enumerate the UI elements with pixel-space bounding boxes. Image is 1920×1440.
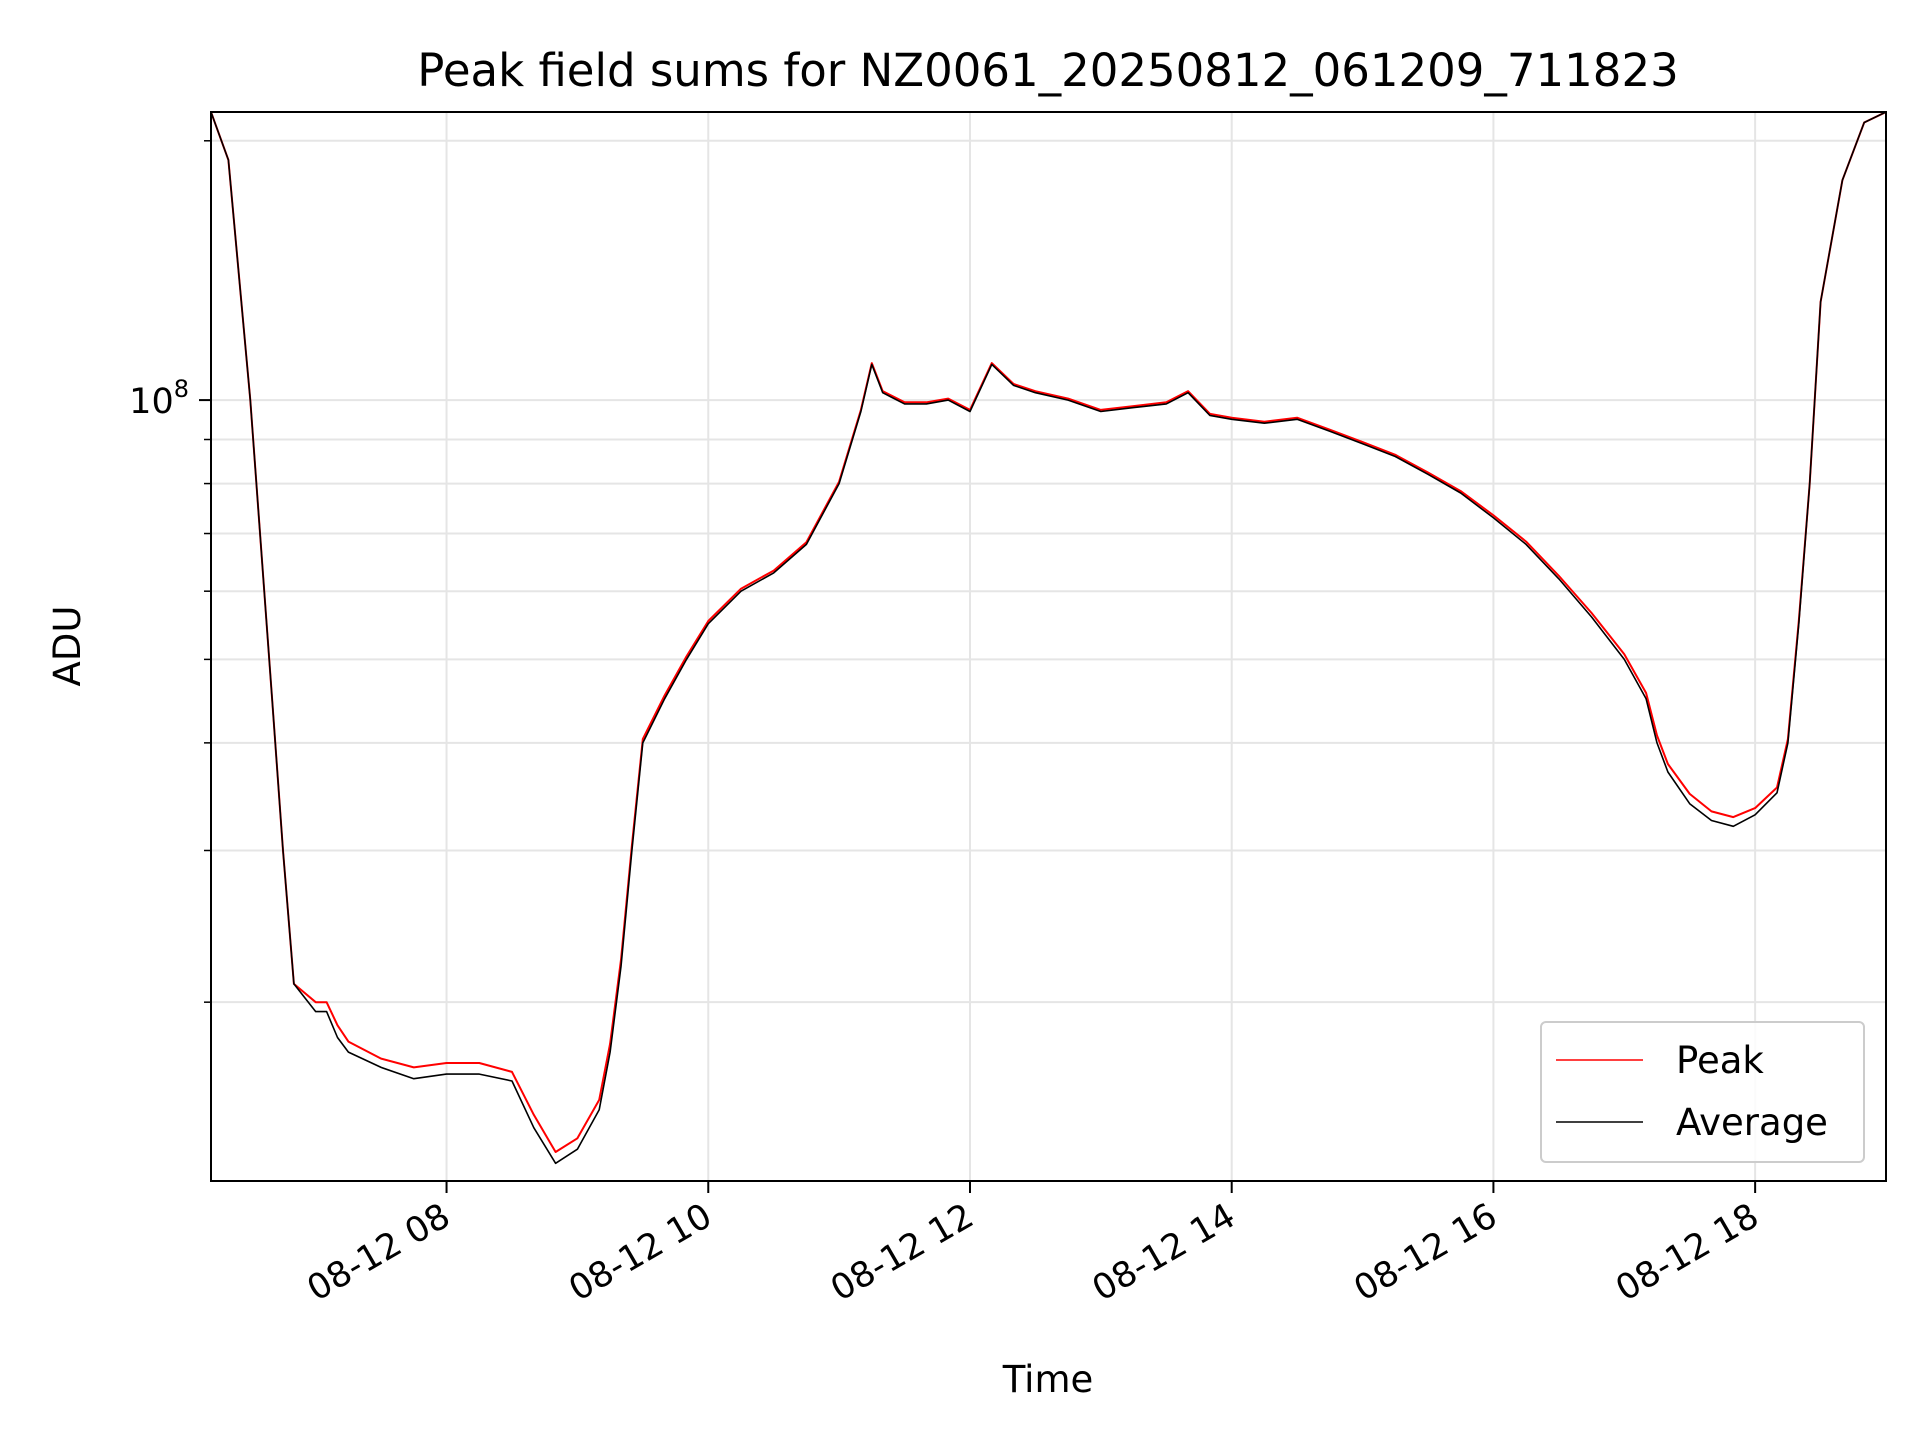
legend-label-peak: Peak [1676, 1039, 1764, 1082]
legend-box [1540, 1021, 1865, 1163]
chart-title: Peak field sums for NZ0061_20250812_0612… [417, 44, 1678, 97]
legend-label-average: Average [1676, 1101, 1828, 1144]
series-layer [211, 112, 1886, 1165]
legend: Peak Average [1540, 1021, 1865, 1163]
grid [211, 112, 1886, 1181]
series-line-average [211, 112, 1886, 1165]
plot-frame [210, 111, 1887, 1182]
x-axis-label: Time [1002, 1358, 1094, 1401]
y-axis-label: ADU [46, 606, 89, 687]
y-tick-label: 108 [129, 375, 189, 422]
